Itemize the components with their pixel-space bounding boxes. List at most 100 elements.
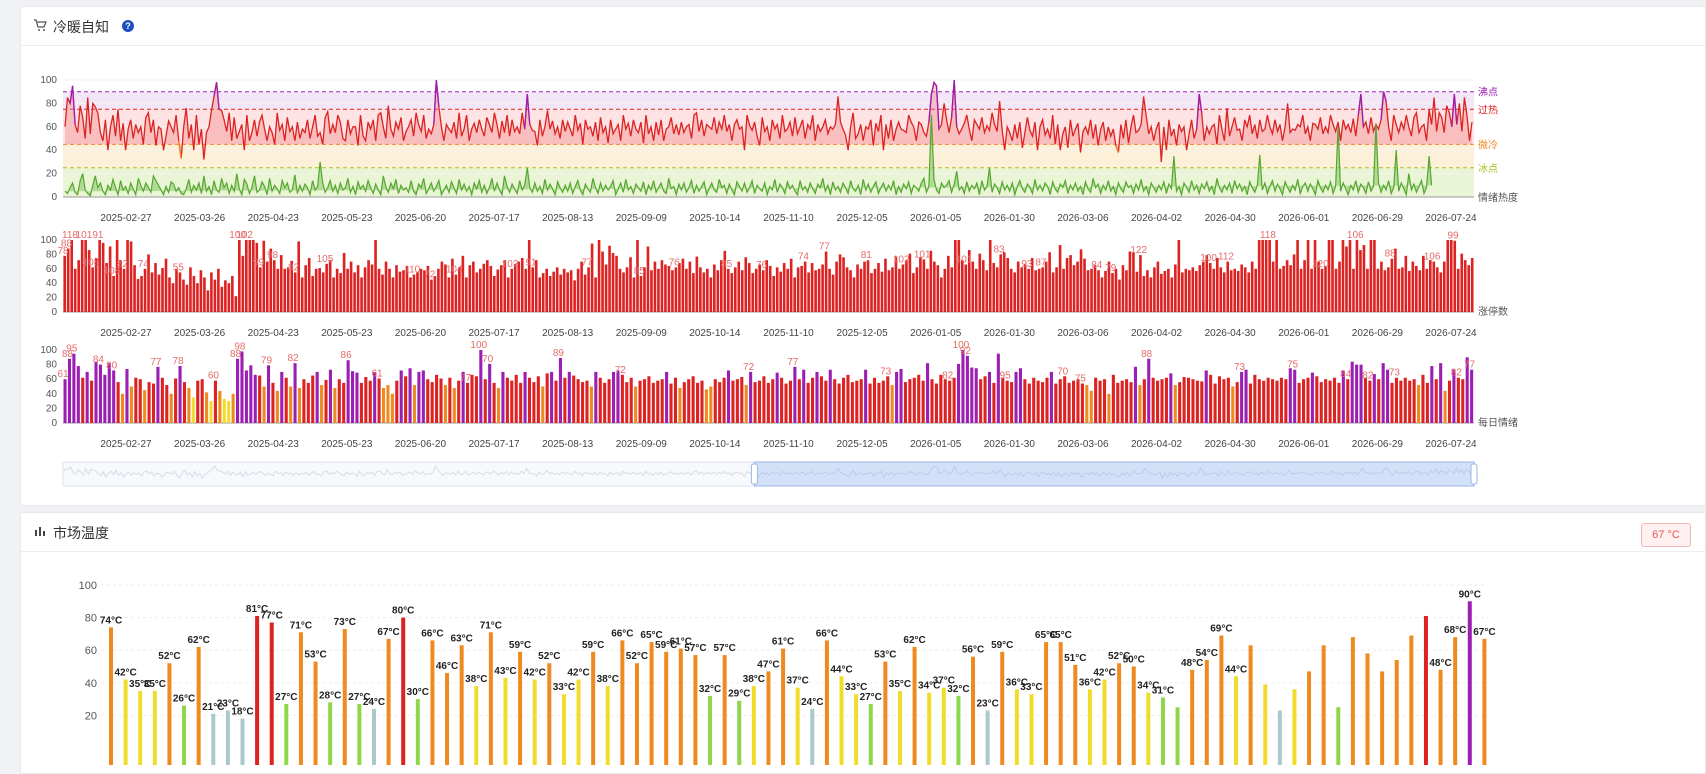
limit-up-bar	[831, 274, 835, 312]
temperature-label: 46°C	[436, 661, 458, 672]
emotion-bar	[342, 382, 346, 423]
emotion-bar	[665, 371, 669, 423]
temperature-label: 27°C	[348, 692, 370, 703]
temperature-bar	[1014, 689, 1019, 765]
emotion-bar	[1186, 377, 1191, 423]
zoom-handle-right[interactable]	[1470, 463, 1478, 485]
limit-up-bar	[1226, 261, 1230, 312]
limit-up-bar	[782, 263, 786, 312]
x-tick-label: 2026-01-30	[984, 213, 1036, 224]
limit-up-bar	[513, 263, 517, 312]
emotion-bar	[412, 385, 417, 423]
emotion-bar	[346, 360, 350, 423]
limit-up-bar	[1163, 270, 1167, 312]
bar-value-label: 87	[1035, 257, 1047, 268]
limit-up-bar	[1037, 268, 1041, 312]
temperature-label: 38°C	[465, 674, 487, 685]
emotion-bar	[567, 371, 571, 423]
axis-name: 每日情绪	[1478, 416, 1518, 429]
limit-up-bar	[1114, 268, 1118, 312]
limit-up-bar	[842, 257, 845, 312]
emotion-bar	[828, 369, 832, 423]
emotion-bar	[182, 382, 187, 423]
limit-up-bar	[1191, 267, 1195, 312]
bar-value-label: 92	[960, 346, 972, 357]
limit-up-bar	[245, 240, 248, 312]
bar-value-label: 84	[1340, 369, 1352, 380]
limit-up-bar	[1219, 267, 1223, 312]
y-tick-label: 80	[46, 360, 58, 371]
temperature-bar	[781, 648, 786, 765]
x-tick-label: 2025-11-10	[763, 328, 814, 339]
limit-up-bar	[1383, 270, 1387, 312]
y-tick-label: 40	[46, 278, 58, 289]
temperature-bar	[751, 686, 756, 765]
market-temperature-chart[interactable]: 2040608010074°C42°C35°C35°C52°C26°C62°C2…	[21, 553, 1705, 765]
x-tick-label: 2025-08-13	[542, 328, 594, 339]
emotion-bar	[81, 377, 85, 423]
limit-up-bar	[1306, 240, 1310, 312]
limit-up-bar	[1139, 255, 1142, 312]
emotion-bar	[532, 382, 536, 423]
bar-value-label: 75	[1287, 360, 1299, 371]
emotion-bar	[1328, 380, 1332, 423]
limit-up-bar	[80, 240, 84, 312]
emotion-bar	[771, 379, 775, 423]
limit-up-bar	[332, 277, 335, 312]
temperature-label: 66°C	[611, 628, 633, 639]
limit-up-bar	[562, 268, 566, 312]
emotion-bar	[1041, 382, 1045, 423]
emotion-bar	[426, 379, 430, 423]
limit-up-bar	[175, 268, 178, 312]
bar-value-label: 80	[106, 360, 118, 371]
emotion-bar	[1244, 369, 1248, 423]
emotion-bar	[479, 350, 483, 423]
limit-up-bar	[133, 265, 136, 312]
emotion-bar	[607, 379, 611, 423]
limit-up-bar	[699, 267, 702, 312]
bar-value-label: 85	[634, 266, 646, 277]
bar-value-label: 118	[62, 230, 78, 241]
emotion-bar	[483, 379, 487, 423]
emotion-bar	[1381, 363, 1385, 423]
temperature-label: 59°C	[655, 640, 677, 651]
zoom-handle-left[interactable]	[750, 463, 758, 485]
emotion-bar	[1071, 380, 1076, 423]
limit-up-bar	[283, 268, 287, 312]
emotion-bar	[1125, 379, 1129, 423]
emotion-bar	[956, 363, 961, 423]
temperature-label: 23°C	[976, 699, 998, 710]
temperature-label: 42°C	[114, 668, 136, 679]
limit-up-bar	[356, 265, 360, 312]
limit-up-bar	[758, 264, 762, 312]
emotion-bar	[740, 377, 744, 423]
emotion-bar	[996, 353, 1000, 423]
x-tick-label: 2026-01-30	[984, 439, 1036, 450]
temperature-label: 27°C	[860, 692, 882, 703]
limit-up-bar	[1415, 265, 1418, 312]
temperature-label: 59°C	[509, 640, 531, 651]
limit-up-bar	[112, 276, 115, 312]
temperature-label: 69°C	[1210, 624, 1232, 635]
emotion-bar	[359, 382, 363, 423]
limit-up-bar	[1250, 261, 1254, 312]
x-tick-label: 2025-08-13	[542, 439, 594, 450]
help-icon[interactable]: ?	[122, 20, 134, 32]
temperature-bar	[1350, 637, 1355, 765]
limit-up-bar	[87, 250, 91, 312]
bar-value-label: 100	[1200, 253, 1217, 264]
emotion-bar	[333, 387, 337, 423]
limit-up-bar	[1275, 240, 1278, 312]
emotion-bar	[1001, 377, 1005, 423]
temperature-label: 66°C	[421, 628, 443, 639]
emotion-bar	[629, 377, 633, 423]
emotion-bar	[377, 378, 381, 423]
emotion-bar	[1195, 380, 1199, 423]
limit-up-bar	[590, 243, 594, 312]
limit-up-bar	[66, 248, 70, 312]
emotion-bar	[324, 379, 328, 423]
emotion-bar	[160, 377, 164, 423]
y-tick-label: 20	[46, 169, 58, 180]
bar-value-label: 112	[1218, 252, 1234, 263]
